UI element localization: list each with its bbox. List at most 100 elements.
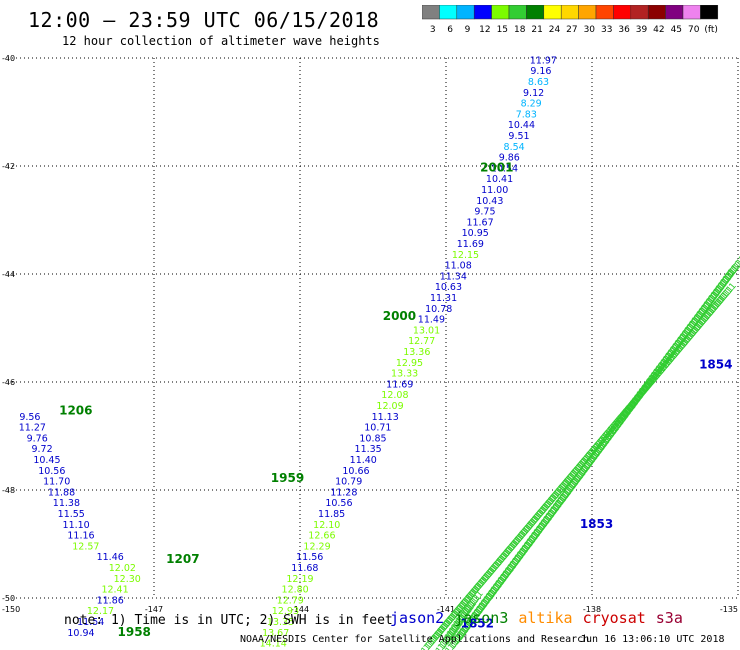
swath-mark: 1111 [705,283,727,307]
swath-mark: 1111 [536,495,558,519]
swath-mark: 1111 [507,528,529,552]
colorbar-label: 9 [465,25,471,35]
swath-mark: 1111 [602,421,624,445]
wave-height-label: 10.44 [508,120,535,131]
swath-mark: 1111 [505,531,527,555]
swath-mark: 1111 [566,469,588,493]
swath-mark: 1111 [577,446,599,470]
swath-mark: 1111 [538,492,560,516]
swath-mark: 1111 [479,562,501,586]
colorbar-label: 36 [618,25,630,35]
colorbar-label: 21 [531,25,542,35]
swath-mark: 1111 [583,446,605,470]
swath-mark: 1111 [523,527,545,551]
swath-mark: 1111 [660,348,682,372]
colorbar-swatch [630,5,649,20]
lat-tick-label: -48 [2,486,15,495]
wave-height-label: 10.71 [364,423,391,434]
swath-mark: 1111 [683,312,705,336]
swath-time-label: 1854 [699,358,732,372]
swath-mark: 1111 [592,434,614,458]
swath-mark: 1111 [484,556,506,580]
satellite-legend-jason2: jason2 [390,609,445,627]
swath-mark: 1111 [513,522,535,546]
wave-height-label: 12.08 [381,390,408,401]
swath-mark: 1111 [532,514,554,538]
swath-mark: 1111 [664,338,686,362]
swath-mark: 1111 [590,431,612,455]
swath-mark: 1111 [647,364,669,388]
wave-height-label: 8.63 [528,77,549,88]
wave-height-label: 12.80 [282,585,309,596]
swath-mark: 1111 [461,583,483,607]
swath-mark: 1111 [631,382,653,406]
swath-mark: 1111 [645,363,667,387]
swath-mark: 1111 [686,309,708,333]
swath-mark: 1111 [528,504,550,528]
swath-mark: 1111 [712,273,734,297]
swath-mark: 1111 [482,559,504,583]
swath-mark: 1111 [520,513,542,537]
swath-mark: 1111 [549,480,571,504]
wave-height-label: 11.28 [330,487,357,498]
swath-mark: 1111 [665,342,687,366]
swath-mark: 1111 [614,405,636,429]
wave-height-label: 11.49 [418,315,445,326]
swath-mark: 1111 [500,538,522,562]
swath-mark: 1111 [552,488,574,512]
swath-mark: 1111 [554,485,576,509]
wave-height-label: 11.38 [53,498,80,509]
swath-mark: 1111 [693,309,715,333]
swath-mark: 1111 [639,373,661,397]
map-title: 12:00 – 23:59 UTC 06/15/2018 [28,8,380,32]
colorbar-label: 45 [671,25,682,35]
wave-height-label: 11.67 [466,217,493,228]
satellite-legend-altika: altika [518,609,573,627]
swath-mark: 1111 [611,408,633,432]
swath-mark: 1111 [680,324,702,348]
wave-height-label: 12.41 [101,585,128,596]
swath-mark: 1111 [681,315,703,339]
wave-height-label: 9.75 [474,207,495,218]
swath-mark: 1111 [633,379,655,403]
swath-mark: 1111 [709,290,731,314]
wave-height-label: 11.34 [440,271,467,282]
wave-height-label: 11.10 [63,520,90,531]
wave-height-label: 9.12 [523,88,544,99]
wave-height-label: 12.79 [277,595,304,606]
wave-height-label: 12.09 [376,401,403,412]
swath-mark: 1111 [497,562,519,586]
swath-mark: 1111 [709,277,731,301]
wave-height-label: 10.94 [67,628,94,639]
swath-mark: 1111 [599,424,621,448]
wave-height-label: 11.13 [372,412,399,423]
swath-mark: 1111 [688,305,710,329]
swath-mark: 1111 [551,477,573,501]
wave-height-label: 10.78 [425,304,452,315]
swath-mark: 1111 [476,565,498,589]
colorbar-label: 30 [584,25,596,35]
swath-mark: 1111 [673,333,695,357]
colorbar-label: 24 [549,25,561,35]
swath-mark: 1111 [525,523,547,547]
swath-mark: 1111 [671,328,693,352]
swath-mark: 1111 [573,459,595,483]
wave-height-label: 11.35 [355,444,382,455]
colorbar-label: 42 [653,25,664,35]
colorbar-swatch [508,5,527,20]
swath-mark: 1111 [492,568,514,592]
colorbar-swatch [700,5,719,20]
colorbar-label: 12 [479,25,490,35]
swath-mark: 1111 [515,519,537,543]
swath-mark: 1111 [578,453,600,477]
swath-mark: 1111 [618,397,640,421]
wave-height-label: 11.69 [386,379,413,390]
lon-tick-label: -150 [2,605,20,614]
wave-height-label: 10.56 [38,466,65,477]
swath-mark: 1111 [607,414,629,438]
lat-tick-label: -46 [2,378,15,387]
swath-mark: 1111 [714,270,736,294]
swath-mark: 1111 [582,440,604,464]
swath-mark: 1111 [716,281,738,305]
